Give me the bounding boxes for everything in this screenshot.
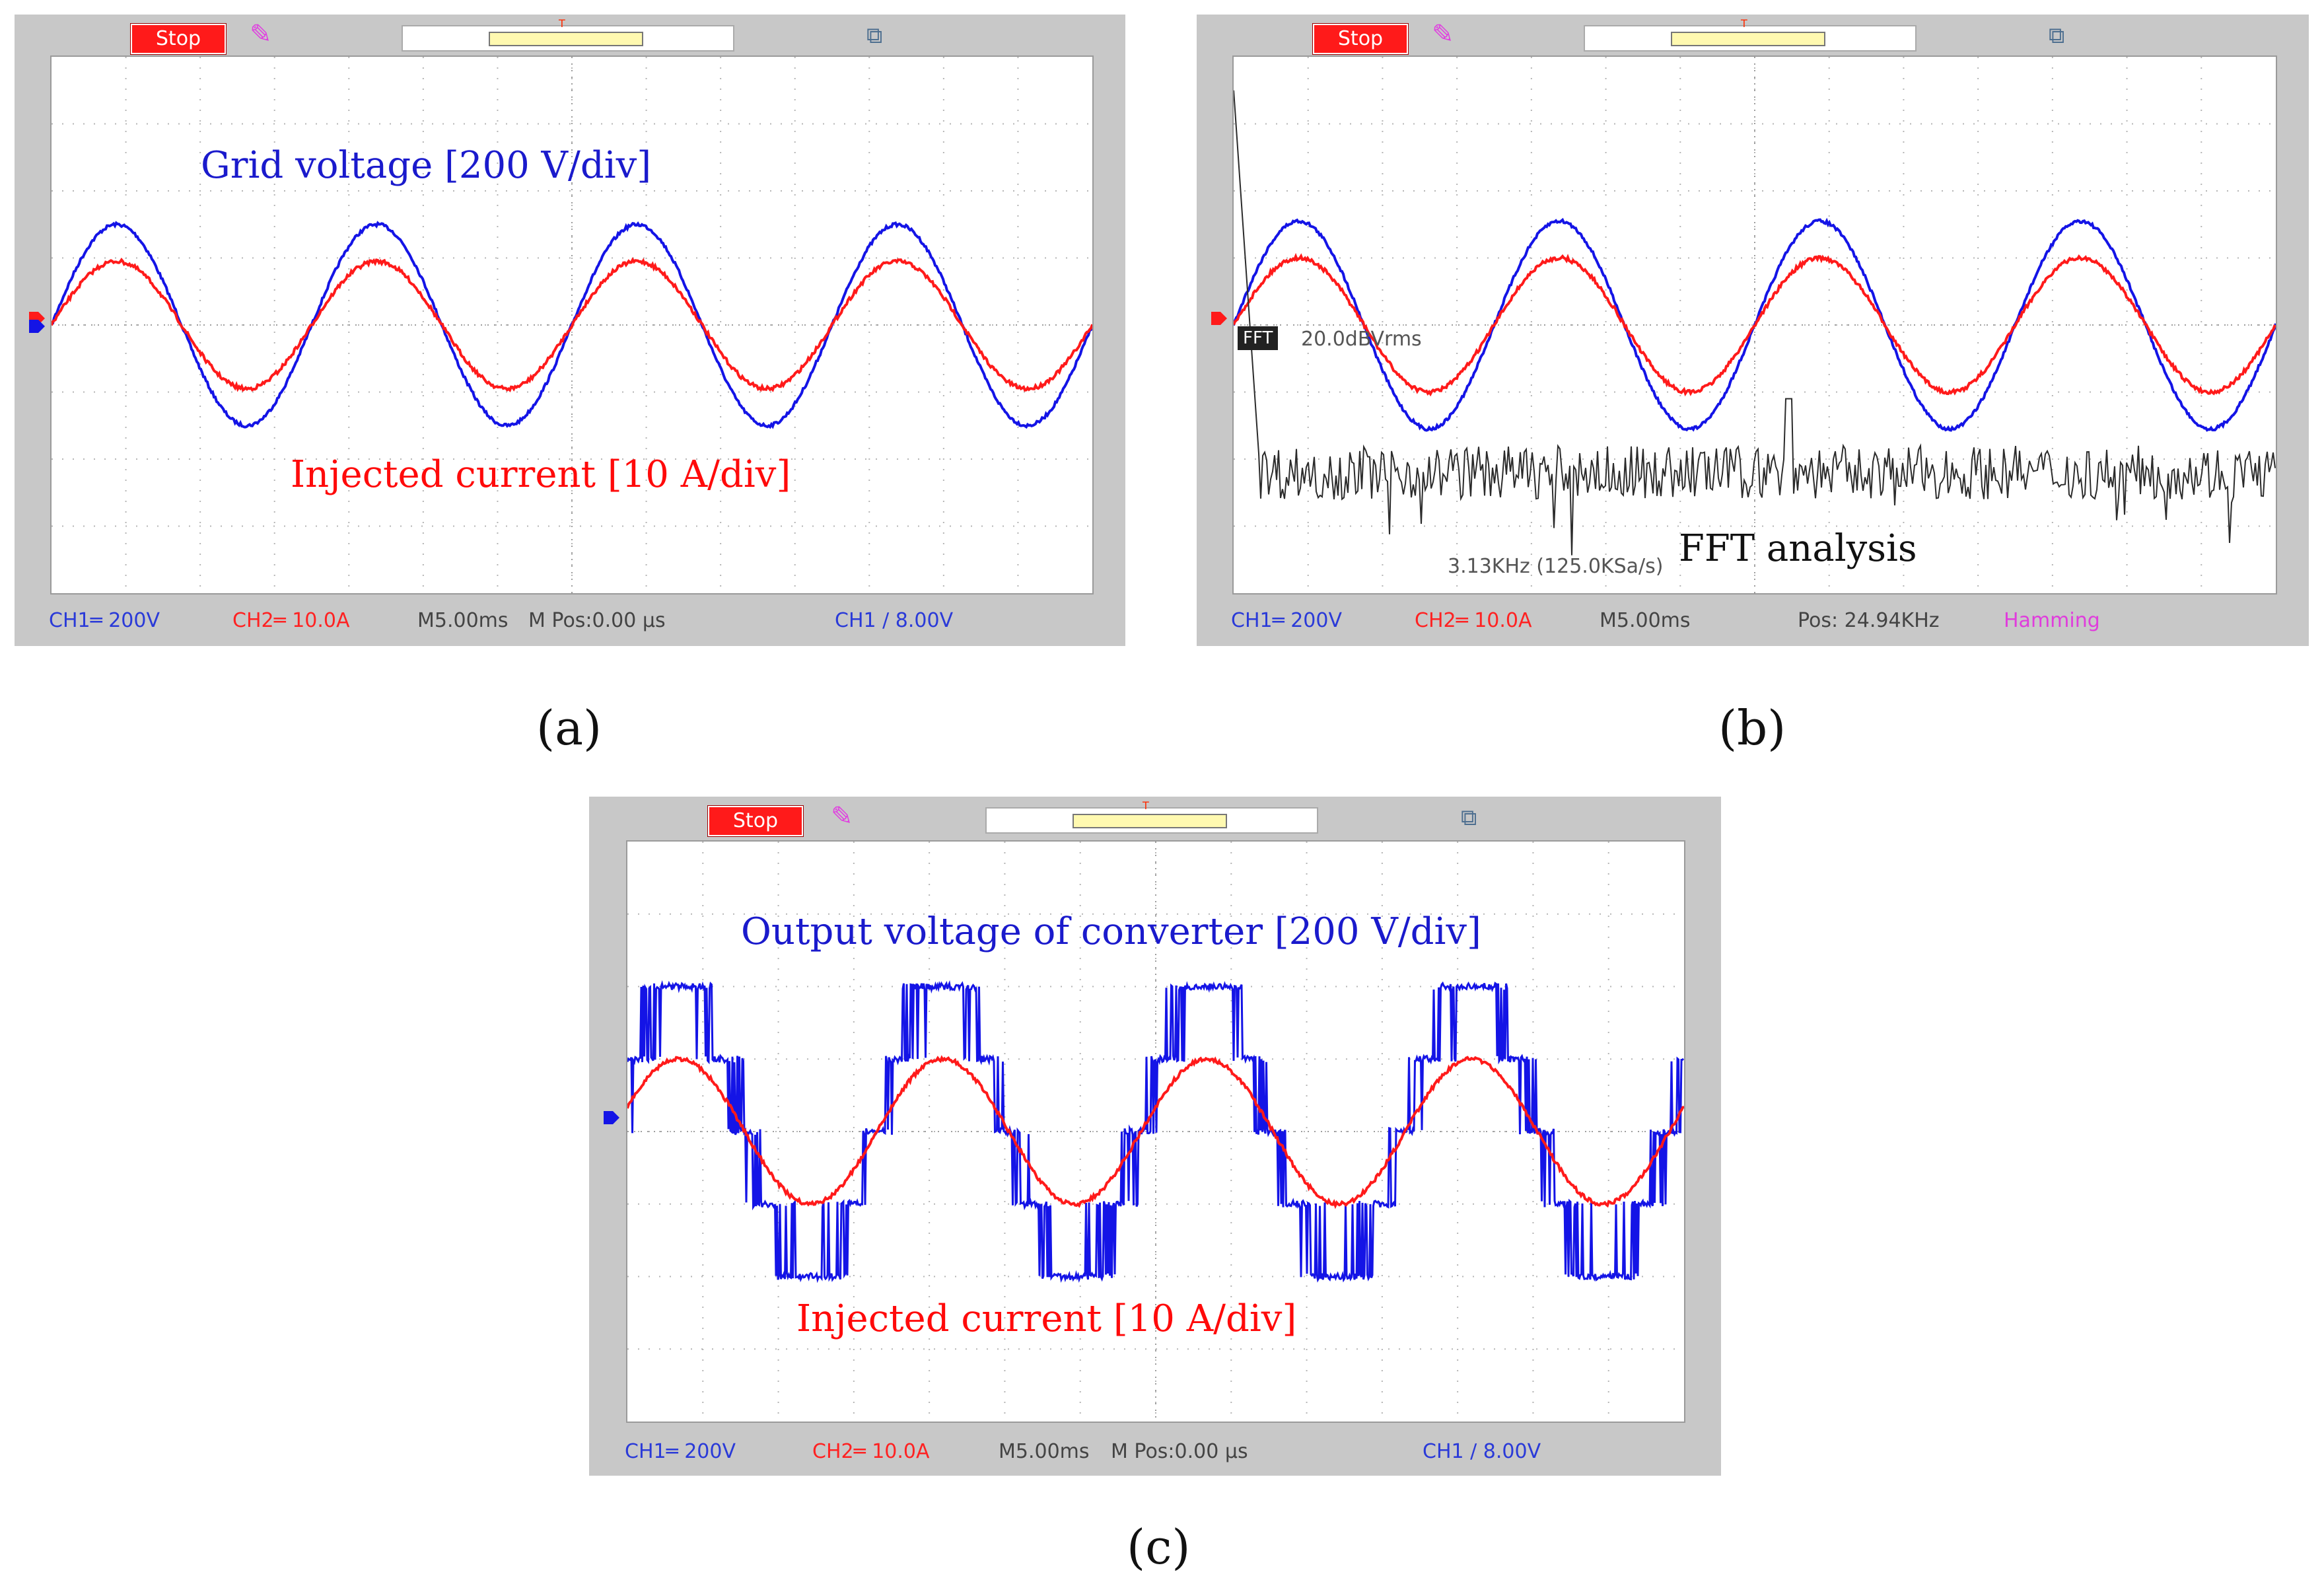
timebase: M5.00ms [1600, 609, 1691, 632]
probe-icon: ✎ [831, 801, 853, 832]
usb-connection-icon: ⧉ [2049, 22, 2065, 49]
series-fft [1234, 90, 2276, 556]
caption-a: (a) [536, 700, 602, 756]
fft-position: Pos: 24.94KHz [1798, 609, 1940, 632]
timebase: M5.00ms [417, 609, 509, 632]
output-voltage-label: Output voltage of converter [200 V/div] [741, 910, 1481, 953]
fft-analysis-label: FFT analysis [1679, 527, 1917, 570]
ch1-marker [29, 320, 45, 333]
series-output-voltage [627, 980, 1684, 1283]
ch1-scale: CH1═ 200V [1231, 609, 1342, 632]
waveform-screen [1232, 55, 2277, 595]
ch2-scale: CH2═ 10.0A [232, 609, 350, 632]
ch2-scale: CH2═ 10.0A [812, 1440, 930, 1463]
grid-voltage-label: Grid voltage [200 V/div] [201, 144, 652, 187]
probe-icon: ✎ [250, 19, 272, 50]
trigger-level: CH1 ∕ 8.00V [1423, 1440, 1541, 1463]
timebase: M5.00ms [999, 1440, 1090, 1463]
injected-current-label: Injected current [10 A/div] [796, 1297, 1297, 1340]
horizontal-position: M Pos:0.00 µs [1111, 1440, 1248, 1463]
usb-connection-icon: ⧉ [866, 22, 883, 49]
scope-panel-c: Stop ✎ T ⧉ T Output voltage of converter… [589, 797, 1721, 1476]
stop-button[interactable]: Stop [131, 24, 226, 54]
ch1-marker [604, 1111, 619, 1124]
trigger-position-bar[interactable]: T [402, 17, 734, 52]
stop-button[interactable]: Stop [708, 806, 803, 836]
ch1-scale: CH1═ 200V [625, 1440, 736, 1463]
waveform-screen [50, 55, 1094, 595]
horizontal-position: M Pos:0.00 µs [528, 609, 666, 632]
series-ch2-current [1234, 252, 2276, 397]
injected-current-label: Injected current [10 A/div] [291, 453, 791, 496]
caption-b: (b) [1718, 700, 1786, 756]
fft-window: Hamming [2004, 609, 2100, 632]
ch1-scale: CH1═ 200V [49, 609, 160, 632]
ch1-marker [1211, 312, 1227, 325]
fft-badge: FFT [1238, 326, 1279, 350]
stop-button[interactable]: Stop [1313, 24, 1408, 54]
waveform-screen [626, 840, 1685, 1423]
trigger-level: CH1 ∕ 8.00V [835, 609, 954, 632]
probe-icon: ✎ [1432, 19, 1454, 50]
series-ch2-current [52, 257, 1092, 392]
series-ch2-current [627, 1055, 1684, 1209]
scope-panel-b: Stop ✎ T ⧉ FFT 20.0dBVrms 3.13KHz (125.0… [1197, 15, 2309, 646]
ch2-scale: CH2═ 10.0A [1415, 609, 1532, 632]
graticule [52, 57, 1092, 593]
trigger-position-bar[interactable]: T [985, 799, 1318, 834]
fft-scale: 20.0dBVrms [1301, 328, 1422, 351]
scope-panel-a: Stop ✎ T ⧉ T Grid voltage [200 V/div] In… [15, 15, 1125, 646]
caption-c: (c) [1127, 1519, 1191, 1575]
fft-frequency: 3.13KHz (125.0KSa/s) [1448, 555, 1664, 578]
usb-connection-icon: ⧉ [1461, 805, 1477, 831]
trigger-position-bar[interactable]: T [1584, 17, 1917, 52]
